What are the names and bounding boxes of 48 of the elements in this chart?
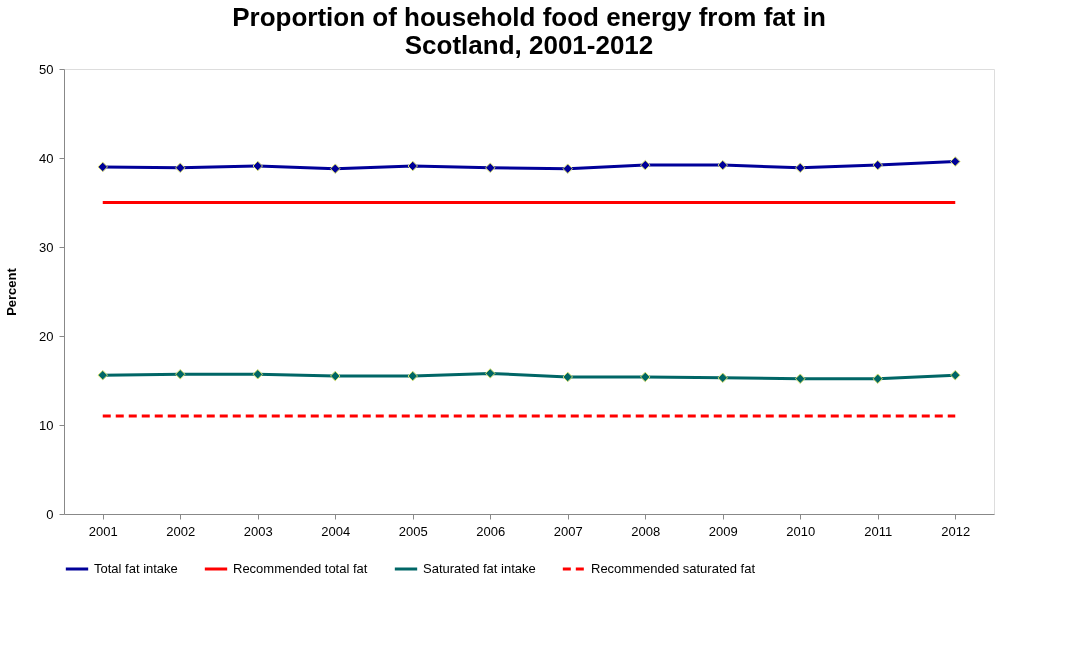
point <box>175 369 186 380</box>
point <box>407 160 418 172</box>
x-tick-label: 2010 <box>786 523 816 539</box>
point <box>717 372 728 384</box>
y-tick-label: 10 <box>39 417 54 433</box>
x-tick-label: 2005 <box>398 523 428 539</box>
point <box>330 163 341 174</box>
point <box>252 369 263 380</box>
chart-title: Proportion of household food energy from fat in Scotland, 2001-2012 <box>232 2 826 60</box>
point <box>717 159 728 171</box>
point <box>872 159 883 171</box>
y-tick-label: 50 <box>39 61 54 77</box>
point <box>485 162 496 174</box>
point <box>330 370 341 382</box>
point <box>562 371 573 383</box>
point <box>97 161 108 173</box>
legend-label: Saturated fat intake <box>423 561 536 576</box>
point <box>562 163 573 174</box>
x-tick-label: 2012 <box>941 523 971 539</box>
point <box>97 369 108 381</box>
x-tick-label: 2004 <box>321 523 351 539</box>
x-tick-label: 2002 <box>166 523 196 539</box>
x-tick-label: 2011 <box>864 523 893 539</box>
point <box>872 373 883 384</box>
y-tick-label: 20 <box>39 328 54 344</box>
x-tick-label: 2009 <box>708 523 738 539</box>
legend-label: Recommended total fat <box>233 561 368 576</box>
point <box>252 160 263 172</box>
x-tick-label: 2008 <box>631 523 661 539</box>
point <box>640 371 651 383</box>
y-tick-label: 30 <box>39 239 54 255</box>
point <box>485 368 496 379</box>
legend-label: Recommended saturated fat <box>591 561 756 576</box>
point <box>795 373 806 384</box>
point <box>175 162 186 174</box>
point <box>950 369 961 381</box>
y-tick-label: 40 <box>39 150 54 166</box>
legend-label: Total fat intake <box>94 561 178 576</box>
x-tick-label: 2001 <box>88 523 118 539</box>
x-tick-label: 2003 <box>243 523 273 539</box>
y-axis-title: Percent <box>4 267 20 316</box>
y-tick-label: 0 <box>46 506 54 522</box>
point <box>640 159 651 171</box>
point <box>407 370 418 382</box>
x-tick-label: 2007 <box>553 523 583 539</box>
point <box>795 162 806 174</box>
x-tick-label: 2006 <box>476 523 506 539</box>
point <box>950 156 961 167</box>
